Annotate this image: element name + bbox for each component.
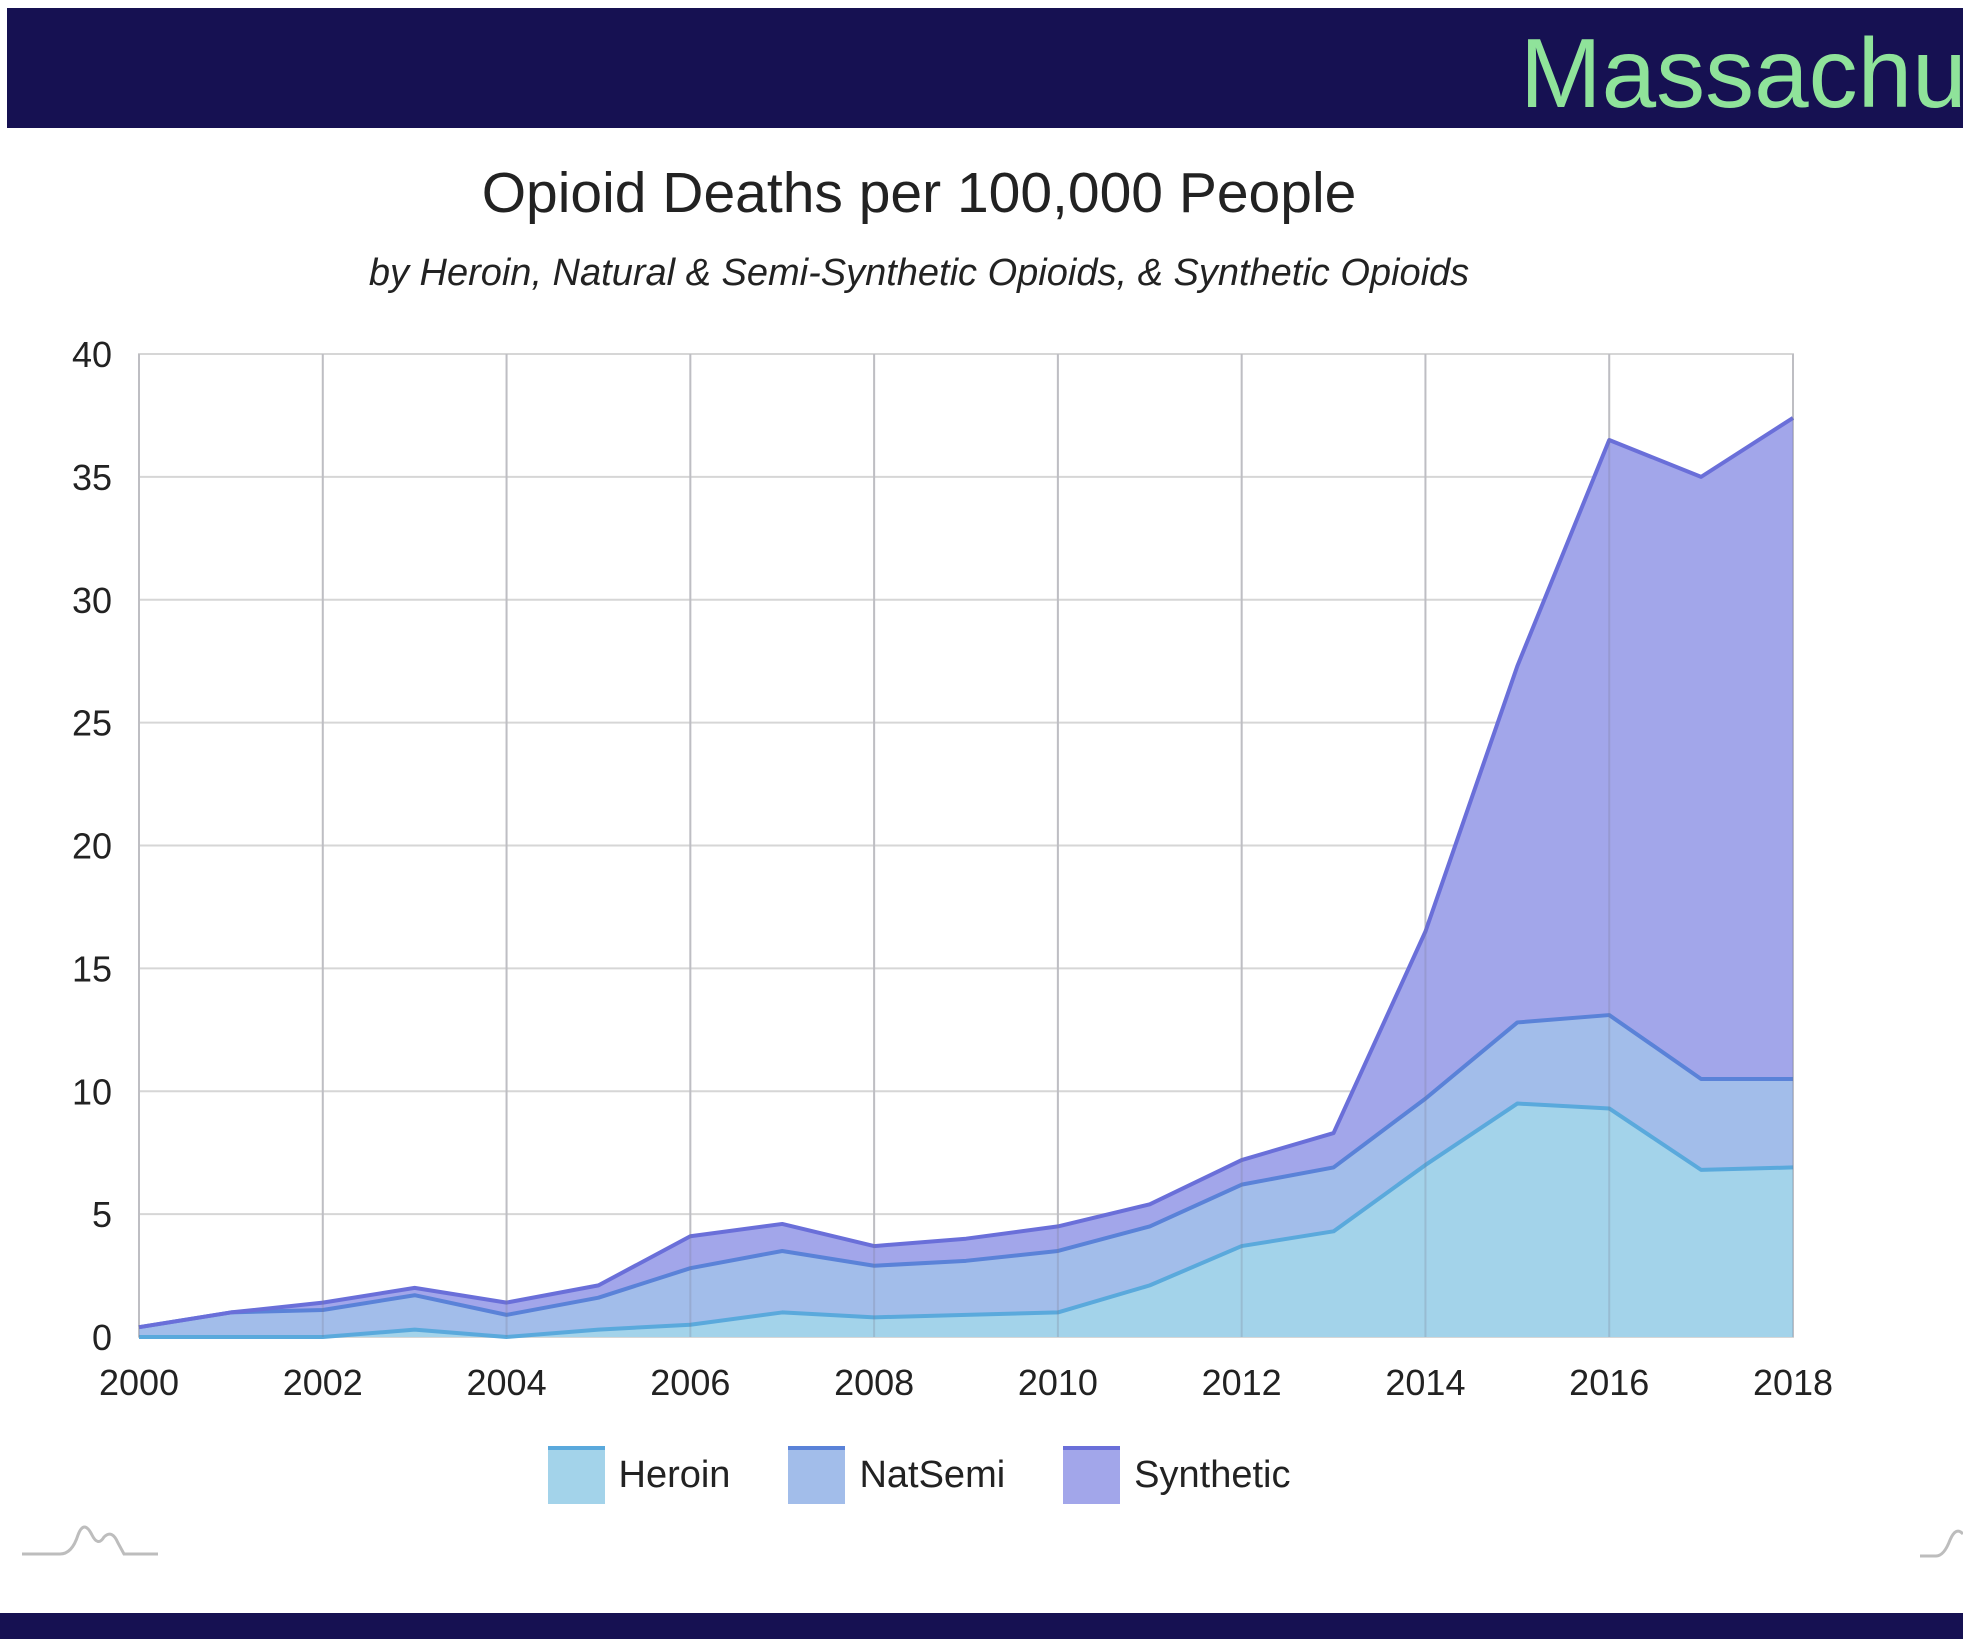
y-tick-label: 10	[72, 1071, 112, 1112]
footer-bar	[0, 1613, 1963, 1639]
legend: Heroin NatSemi Synthetic	[0, 1446, 1838, 1504]
x-tick-label: 2010	[1018, 1362, 1098, 1403]
legend-item-natsemi[interactable]: NatSemi	[788, 1446, 1005, 1504]
legend-swatch-natsemi	[788, 1446, 846, 1504]
x-tick-label: 2018	[1753, 1362, 1833, 1403]
y-tick-label: 5	[92, 1194, 112, 1235]
area-heroin-line	[139, 1101, 1794, 1339]
y-tick-label: 20	[72, 826, 112, 867]
chart-title: Opioid Deaths per 100,000 People	[481, 161, 1357, 225]
area-series	[138, 354, 1795, 1339]
y-tick-label: 30	[72, 580, 112, 621]
header-title: Massachu	[1520, 18, 1963, 128]
y-tick-label: 40	[72, 334, 112, 375]
y-tick-label: 35	[72, 457, 112, 498]
x-tick-label: 2000	[99, 1362, 179, 1403]
area-heroin	[139, 1103, 1793, 1337]
header-bar: Massachu	[7, 8, 1963, 128]
x-tick-label: 2006	[650, 1362, 730, 1403]
mountain-logo-icon	[22, 1525, 158, 1556]
legend-item-synthetic[interactable]: Synthetic	[1063, 1446, 1290, 1504]
legend-item-heroin[interactable]: Heroin	[547, 1446, 731, 1504]
y-tick-label: 15	[72, 948, 112, 989]
y-tick-label: 0	[92, 1317, 112, 1358]
legend-swatch-heroin	[547, 1446, 605, 1504]
x-tick-label: 2008	[834, 1362, 914, 1403]
y-tick-label: 25	[72, 703, 112, 744]
area-chart: 0 5 10 15 20 25 30 35 40 2000 2002 2004 2006 2008 2010…	[72, 334, 1833, 1403]
area-synthetic-line	[138, 416, 1795, 1330]
mountain-logo-icon-right	[1920, 1529, 1963, 1558]
x-tick-label: 2016	[1569, 1362, 1649, 1403]
legend-label-natsemi: NatSemi	[859, 1454, 1006, 1496]
legend-swatch-synthetic	[1063, 1446, 1121, 1504]
area-synthetic	[139, 417, 1793, 1328]
area-natsemi	[139, 1015, 1793, 1337]
x-tick-label: 2012	[1202, 1362, 1282, 1403]
x-tick-label: 2002	[283, 1362, 363, 1403]
chart-subtitle: by Heroin, Natural & Semi-Synthetic Opio…	[368, 252, 1470, 294]
axis-labels: 0 5 10 15 20 25 30 35 40 2000 2002 2004 2006 2008 2010…	[72, 334, 1833, 1403]
x-tick-label: 2004	[467, 1362, 547, 1403]
legend-label-synthetic: Synthetic	[1134, 1454, 1291, 1496]
area-natsemi-line	[138, 1013, 1793, 1330]
legend-label-heroin: Heroin	[618, 1454, 731, 1496]
x-tick-label: 2014	[1385, 1362, 1465, 1403]
